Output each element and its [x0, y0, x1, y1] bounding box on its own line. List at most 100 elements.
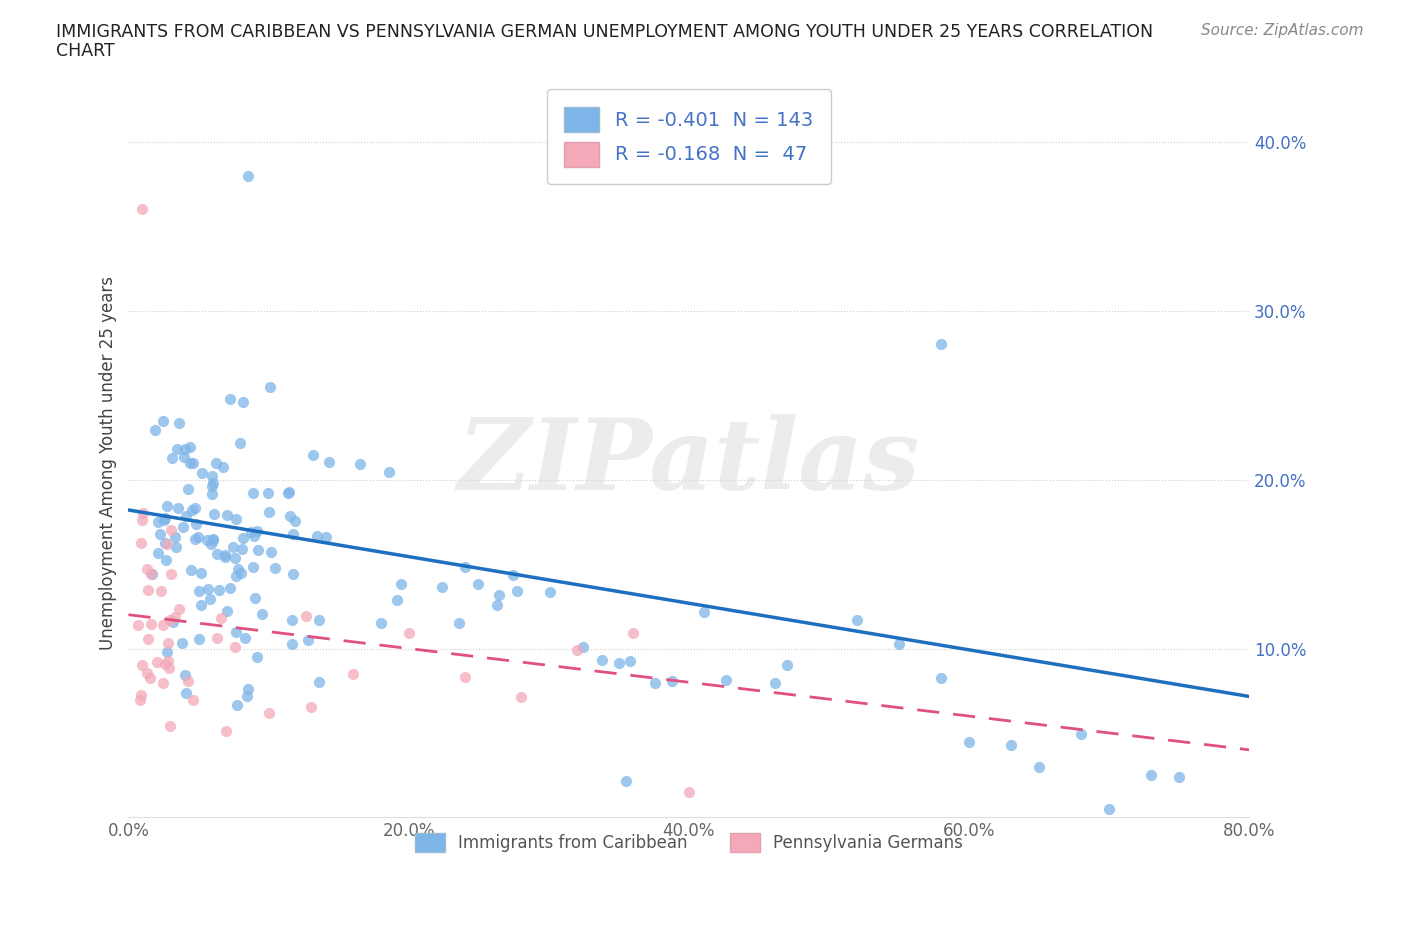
Point [1140, 768, 1163, 783]
Point [181, 456, 204, 471]
Point [763, 676, 786, 691]
Point [389, 577, 412, 591]
Point [776, 658, 799, 672]
Point [250, 607, 273, 622]
Point [678, 785, 700, 800]
Point [202, 531, 225, 546]
Text: Source: ZipAtlas.com: Source: ZipAtlas.com [1201, 23, 1364, 38]
Point [188, 631, 211, 646]
Point [167, 415, 190, 430]
Point [387, 592, 409, 607]
Point [153, 536, 176, 551]
Point [591, 652, 613, 667]
Point [152, 676, 174, 691]
Point [166, 442, 188, 457]
Point [181, 503, 204, 518]
Point [214, 548, 236, 563]
Text: IMMIGRANTS FROM CARIBBEAN VS PENNSYLVANIA GERMAN UNEMPLOYMENT AMONG YOUTH UNDER : IMMIGRANTS FROM CARIBBEAN VS PENNSYLVANI… [56, 23, 1153, 41]
Point [155, 552, 177, 567]
Point [129, 536, 152, 551]
Point [235, 631, 257, 646]
Point [155, 657, 177, 671]
Point [163, 530, 186, 545]
Point [135, 666, 157, 681]
Point [281, 612, 304, 627]
Point [644, 676, 666, 691]
Point [572, 640, 595, 655]
Point [239, 525, 262, 539]
Point [467, 576, 489, 591]
Point [205, 456, 228, 471]
Point [246, 649, 269, 664]
Point [201, 469, 224, 484]
Point [153, 512, 176, 527]
Point [172, 520, 194, 535]
Point [162, 450, 184, 465]
Point [454, 669, 477, 684]
Point [143, 422, 166, 437]
Point [148, 514, 170, 529]
Point [131, 202, 153, 217]
Point [190, 565, 212, 580]
Point [159, 613, 181, 628]
Point [197, 581, 219, 596]
Point [260, 544, 283, 559]
Point [607, 656, 630, 671]
Point [246, 524, 269, 538]
Point [156, 537, 179, 551]
Point [146, 545, 169, 560]
Point [141, 617, 163, 631]
Point [152, 414, 174, 429]
Point [136, 582, 159, 597]
Point [225, 569, 247, 584]
Point [299, 699, 322, 714]
Point [281, 566, 304, 581]
Point [308, 674, 330, 689]
Point [295, 608, 318, 623]
Point [342, 666, 364, 681]
Point [318, 455, 340, 470]
Point [225, 698, 247, 713]
Point [195, 532, 218, 547]
Point [377, 465, 399, 480]
Point [190, 466, 212, 481]
Point [714, 672, 737, 687]
Point [184, 531, 207, 546]
Point [307, 528, 329, 543]
Point [202, 532, 225, 547]
Point [887, 637, 910, 652]
Point [157, 636, 180, 651]
Point [432, 580, 454, 595]
Point [200, 537, 222, 551]
Point [1028, 760, 1050, 775]
Point [278, 485, 301, 499]
Point [616, 774, 638, 789]
Point [205, 547, 228, 562]
Point [232, 394, 254, 409]
Point [621, 626, 644, 641]
Point [846, 613, 869, 628]
Point [1168, 770, 1191, 785]
Point [181, 692, 204, 707]
Point [370, 616, 392, 631]
Point [159, 523, 181, 538]
Point [246, 542, 269, 557]
Point [957, 735, 980, 750]
Point [235, 688, 257, 703]
Point [398, 625, 420, 640]
Point [156, 653, 179, 668]
Point [225, 512, 247, 526]
Point [179, 439, 201, 454]
Point [225, 624, 247, 639]
Legend: Immigrants from Caribbean, Pennsylvania Germans: Immigrants from Caribbean, Pennsylvania … [408, 826, 969, 858]
Point [131, 512, 153, 527]
Point [180, 563, 202, 578]
Point [129, 688, 152, 703]
Point [238, 682, 260, 697]
Point [141, 566, 163, 581]
Point [278, 509, 301, 524]
Y-axis label: Unemployment Among Youth under 25 years: Unemployment Among Youth under 25 years [100, 275, 117, 650]
Point [157, 660, 180, 675]
Point [619, 654, 641, 669]
Point [202, 507, 225, 522]
